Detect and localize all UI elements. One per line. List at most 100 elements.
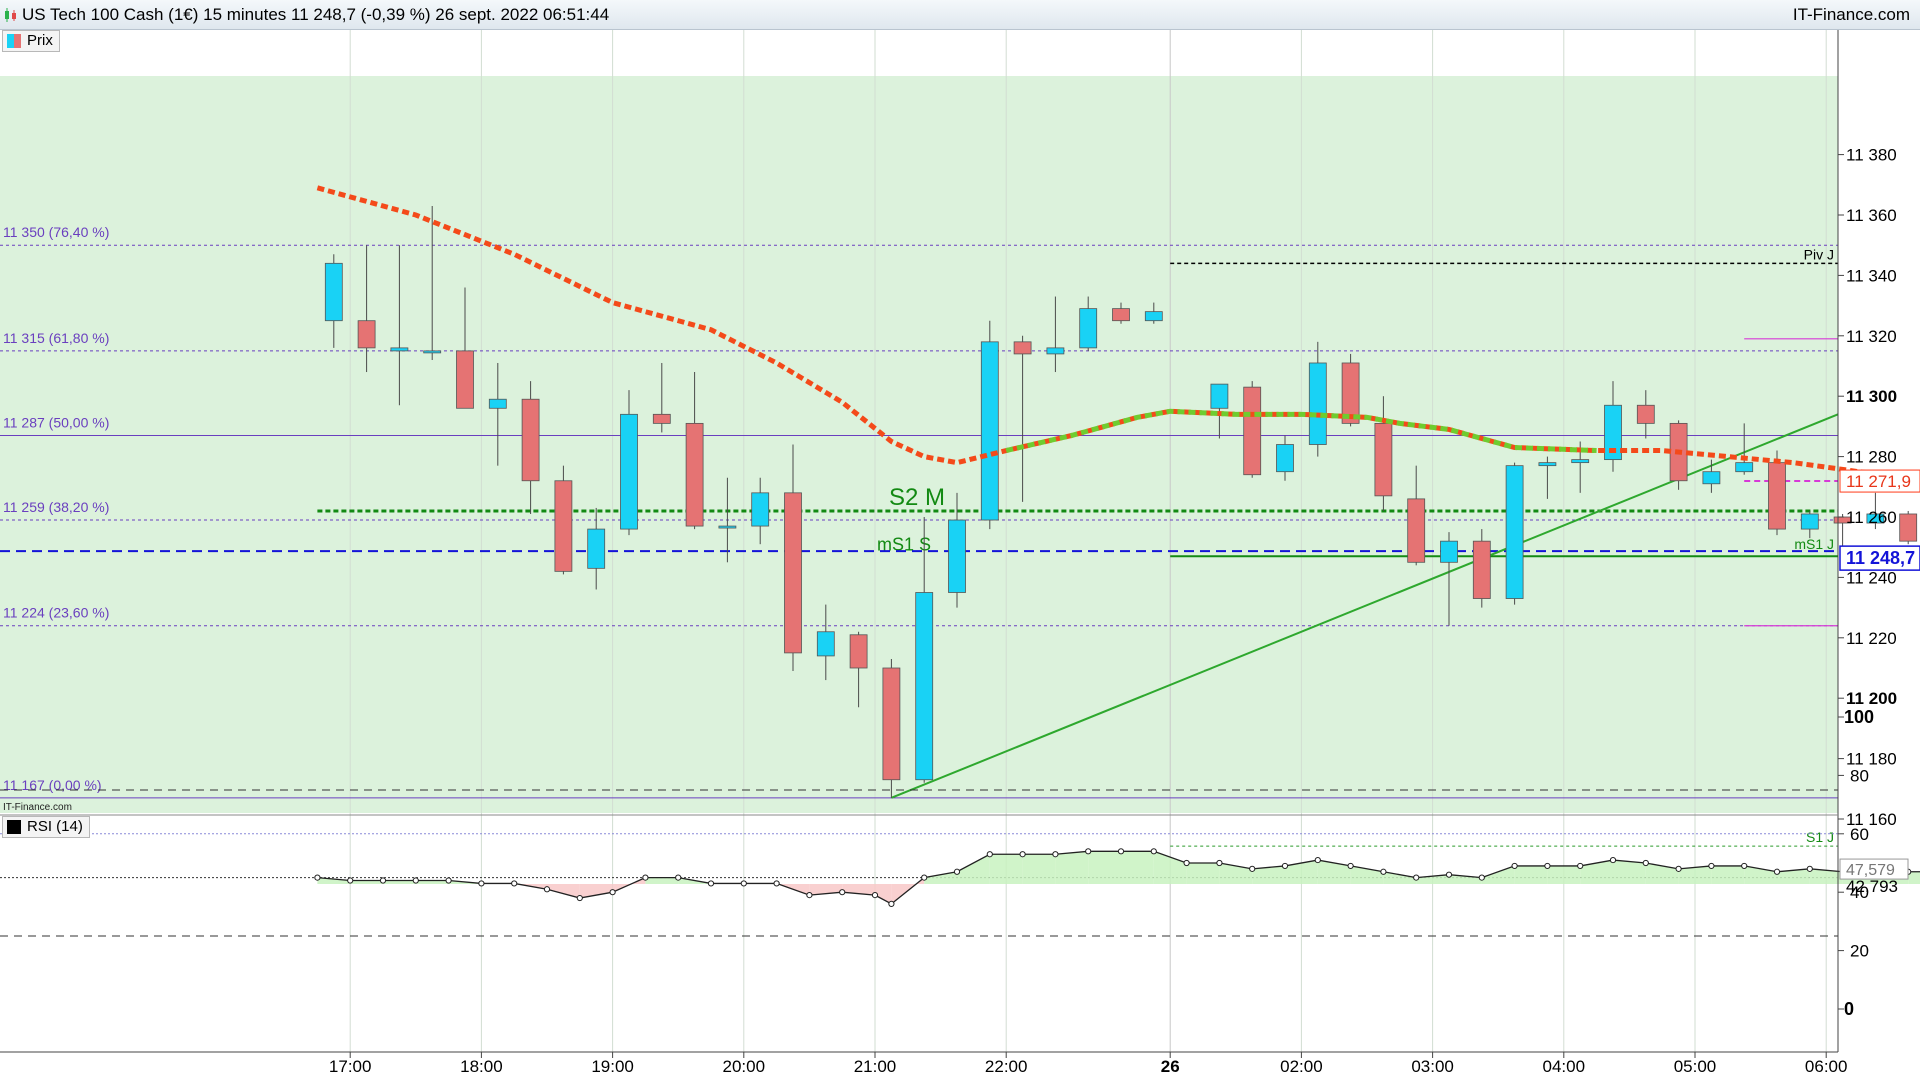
candle xyxy=(620,390,638,536)
time-axis-label: 04:00 xyxy=(1543,1057,1586,1076)
candle xyxy=(882,658,901,798)
brand-link[interactable]: IT-Finance.com xyxy=(1792,5,1910,24)
candle-body xyxy=(784,492,802,654)
time-axis-label: 02:00 xyxy=(1280,1057,1323,1076)
chart-title: US Tech 100 Cash (1€) 15 minutes 11 248,… xyxy=(22,5,610,24)
rsi-point xyxy=(1741,862,1748,870)
chart-canvas[interactable]: 11 350 (76,40 %) 11 315 (61,80 %) 11 287 (… xyxy=(0,30,1920,1080)
candle xyxy=(751,477,770,545)
candle-body xyxy=(587,528,606,569)
candle xyxy=(1112,302,1130,324)
rsi-point xyxy=(953,868,961,875)
price-axis-label: 11 200 xyxy=(1846,689,1897,708)
rsi-fill xyxy=(415,880,449,885)
rsi-baseline-label: 42,793 xyxy=(1846,877,1898,896)
rsi-point xyxy=(1544,862,1551,870)
candle xyxy=(587,507,606,590)
candle xyxy=(456,287,474,409)
rsi-fill xyxy=(1121,851,1154,885)
moving-average-bullish-segment xyxy=(1005,408,1597,454)
rsi-point xyxy=(642,874,649,881)
rsi-fill xyxy=(924,871,957,885)
rsi-fill xyxy=(317,877,351,885)
candle-body xyxy=(849,634,868,669)
rsi-axis-label: 60 xyxy=(1850,825,1869,844)
fib-level-label: 11 167 (0,00 %) xyxy=(3,777,102,793)
rsi-point xyxy=(773,880,780,887)
candle xyxy=(948,492,966,608)
rsi-point xyxy=(1085,848,1092,855)
candle-body xyxy=(718,525,737,529)
rsi-fill xyxy=(1481,865,1515,885)
candle xyxy=(423,205,442,360)
rsi-point xyxy=(986,851,993,858)
rsi-fill xyxy=(1088,851,1121,885)
candle-body xyxy=(488,398,507,409)
pivot-level-label: S2 M xyxy=(889,484,945,511)
price-axis-label: 11 260 xyxy=(1846,508,1897,527)
candle xyxy=(1866,492,1885,530)
rsi-point xyxy=(740,880,747,887)
rsi-point xyxy=(1675,865,1682,872)
rsi-axis-label: 100 xyxy=(1844,707,1874,727)
rsi-point xyxy=(888,900,895,907)
legend-rsi[interactable]: RSI (14) xyxy=(2,816,90,838)
fib-level-label: 11 259 (38,20 %) xyxy=(3,499,109,515)
rsi-point xyxy=(1511,862,1518,870)
candle xyxy=(1669,420,1688,490)
rsi-fill xyxy=(579,884,613,899)
price-swatch-icon xyxy=(7,34,21,48)
time-axis-label: 20:00 xyxy=(723,1057,766,1076)
rsi-fill xyxy=(645,877,679,885)
rsi-fill xyxy=(1317,860,1351,885)
candle-body xyxy=(1013,341,1032,355)
rsi-axis-label: 80 xyxy=(1850,766,1869,785)
price-axis-label: 11 280 xyxy=(1846,448,1897,467)
candle-body xyxy=(1538,462,1557,467)
rsi-point xyxy=(1117,848,1125,855)
candle xyxy=(849,631,868,708)
rsi-point xyxy=(1380,868,1387,875)
rsi-point xyxy=(1642,859,1649,867)
candle xyxy=(488,362,507,466)
price-axis-label: 11 220 xyxy=(1846,629,1897,648)
candle xyxy=(1243,381,1262,478)
rsi-point xyxy=(1052,851,1059,858)
rsi-fill xyxy=(1022,854,1056,885)
rsi-point xyxy=(511,880,518,887)
candle-body xyxy=(1210,383,1229,409)
candle xyxy=(1308,341,1327,457)
candle-body xyxy=(1046,347,1065,355)
rsi-point xyxy=(1478,874,1485,881)
rsi-point xyxy=(576,894,583,902)
rsi-point xyxy=(1609,856,1617,864)
rsi-point xyxy=(1806,865,1813,872)
rsi-fill xyxy=(350,880,383,885)
candle-body xyxy=(1243,386,1262,476)
rsi-point xyxy=(445,877,452,884)
price-axis-label: 11 160 xyxy=(1846,810,1897,829)
candle-body xyxy=(1440,540,1458,563)
time-axis-label: 19:00 xyxy=(591,1057,634,1076)
moving-average-line xyxy=(316,185,1920,481)
title-bar: US Tech 100 Cash (1€) 15 minutes 11 248,… xyxy=(0,0,1920,30)
candle xyxy=(1800,510,1819,539)
rsi-fill xyxy=(1777,868,1810,885)
candle-body xyxy=(423,350,442,354)
candle-body xyxy=(685,422,704,527)
candle-body xyxy=(1702,471,1721,485)
pivot-level-label: Piv J xyxy=(1804,246,1834,262)
rsi-point xyxy=(871,892,879,899)
watermark: IT-Finance.com xyxy=(3,802,72,813)
candle xyxy=(685,372,704,530)
rsi-fill xyxy=(1514,865,1548,885)
candle-body xyxy=(1144,311,1163,322)
rsi-point xyxy=(1216,859,1223,867)
rsi-current-label: 47,579 xyxy=(1846,862,1895,879)
rsi-fill xyxy=(1580,860,1613,885)
rsi-fill xyxy=(875,884,892,904)
legend-price[interactable]: Prix xyxy=(2,30,60,52)
legend-price-label: Prix xyxy=(27,32,53,49)
candle-body xyxy=(620,413,638,530)
candle-body xyxy=(456,350,474,409)
